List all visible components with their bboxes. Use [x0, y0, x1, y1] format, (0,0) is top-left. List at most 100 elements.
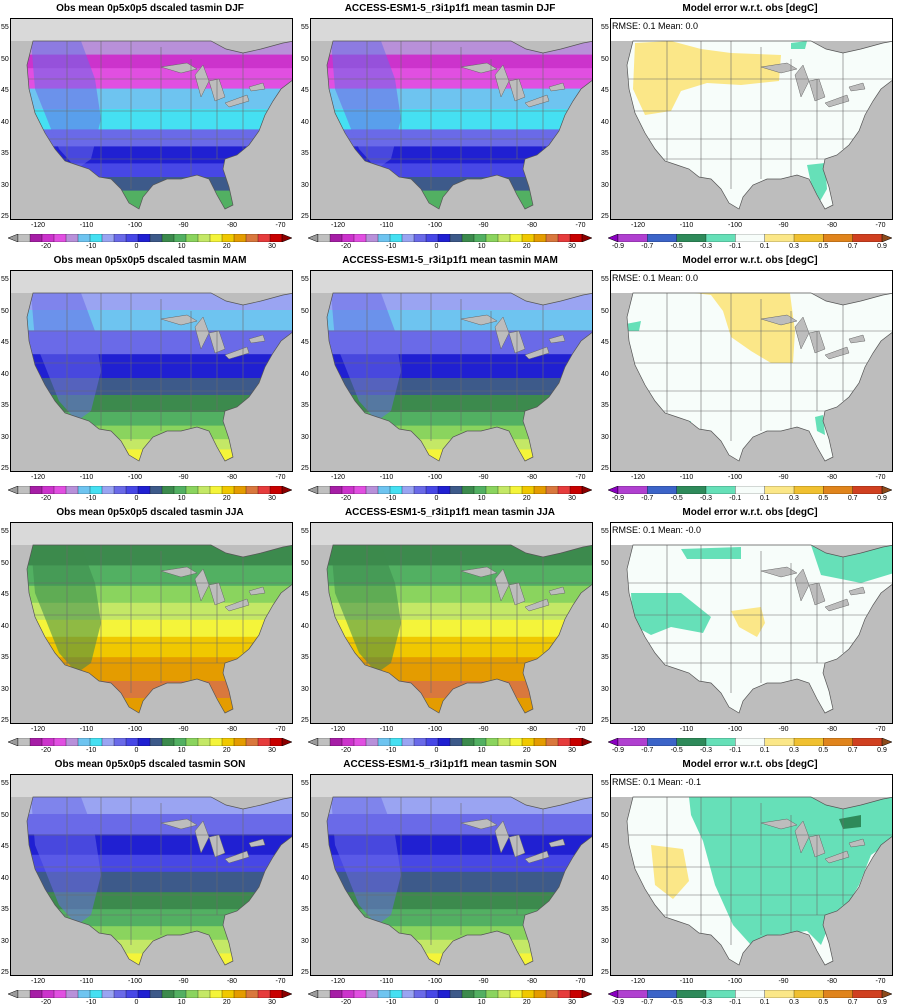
error-region — [633, 41, 781, 115]
colorbar-swatch — [735, 738, 766, 746]
lon-tick-label: -70 — [575, 726, 586, 733]
colorbar-swatch — [389, 738, 403, 746]
lat-tick-label: 40 — [1, 370, 9, 378]
colorbar-swatch — [852, 486, 883, 494]
colorbar-swatch — [137, 234, 151, 242]
colorbar-swatch — [389, 234, 403, 242]
colorbar-swatch — [497, 486, 511, 494]
colorbar-swatch — [617, 234, 648, 242]
colorbar-swatch — [77, 738, 91, 746]
colorbar-swatch — [823, 990, 854, 998]
colorbar-swatch — [317, 738, 331, 746]
colorbar-swatch — [65, 738, 79, 746]
great-lake — [160, 818, 198, 830]
map-panel — [310, 522, 593, 724]
panel-title: Model error w.r.t. obs [degC] — [682, 759, 818, 770]
colorbar-swatch — [209, 234, 223, 242]
lat-tick-label: 30 — [1, 685, 9, 693]
colorbar-swatch — [557, 234, 571, 242]
lon-tick-label: -100 — [727, 474, 742, 481]
lat-tick-label: 55 — [1, 276, 9, 283]
colorbar-swatch — [317, 990, 331, 998]
colorbar-tick-label: 0.1 — [759, 243, 770, 250]
colorbar-swatch — [509, 990, 523, 998]
colorbar-tick-label: -20 — [340, 747, 352, 754]
lat-tick-label: 45 — [301, 843, 309, 850]
colorbar — [8, 738, 292, 746]
great-lake — [248, 838, 266, 848]
lat-tick-label: 50 — [301, 307, 309, 315]
map-field — [611, 19, 892, 219]
lat-tick-label: 35 — [1, 150, 9, 157]
mountain-region — [331, 545, 401, 673]
coastline — [326, 40, 592, 210]
lat-tick-label: 30 — [301, 433, 309, 441]
temperature-band — [27, 310, 292, 332]
lon-tick-label: -70 — [575, 978, 586, 985]
colorbar-tick-label: -20 — [40, 999, 52, 1006]
colorbar-swatch — [17, 234, 31, 242]
colorbar-high-extend — [881, 990, 892, 998]
colorbar — [308, 486, 592, 494]
mountain-region — [31, 545, 101, 673]
colorbar-swatch — [521, 486, 535, 494]
colorbar-swatch — [735, 990, 766, 998]
colorbar-swatch — [161, 486, 175, 494]
lat-tick-label: 35 — [1, 906, 9, 913]
colorbar-swatch — [461, 486, 475, 494]
colorbar-swatch — [557, 738, 571, 746]
panel-title: Obs mean 0p5x0p5 dscaled tasmin MAM — [53, 255, 247, 266]
colorbar-swatch — [269, 990, 283, 998]
colorbar-swatch — [89, 234, 103, 242]
colorbar-swatch — [125, 990, 139, 998]
colorbar-swatch — [29, 990, 43, 998]
colorbar-swatch — [425, 234, 439, 242]
colorbar-tick-label: -0.5 — [670, 747, 683, 754]
lon-tick-label: -90 — [178, 978, 189, 985]
lon-tick-label: -70 — [275, 474, 286, 481]
lon-tick-label: -70 — [275, 978, 286, 985]
colorbar-swatch — [53, 486, 67, 494]
map-field — [11, 775, 292, 975]
coastline — [626, 544, 892, 714]
colorbar-swatch — [497, 234, 511, 242]
colorbar-swatch — [125, 234, 139, 242]
colorbar-swatch — [545, 486, 559, 494]
great-lake — [548, 586, 566, 596]
lon-tick-label: -110 — [79, 978, 94, 985]
domain-top — [11, 775, 292, 797]
colorbar-high-extend — [281, 738, 292, 746]
colorbar-low-extend — [308, 486, 319, 494]
lon-tick-label: -70 — [875, 222, 886, 229]
lat-tick-label: 45 — [1, 591, 9, 598]
map-field — [611, 775, 892, 975]
lon-tick-label: -100 — [427, 474, 442, 481]
colorbar-swatch — [41, 486, 55, 494]
colorbar-tick-label: -0.7 — [641, 999, 654, 1006]
colorbar-swatch — [377, 990, 391, 998]
colorbar-swatch — [137, 486, 151, 494]
colorbar-swatch — [413, 486, 427, 494]
colorbar-tick-label: 30 — [268, 999, 276, 1006]
lon-tick-label: -90 — [178, 474, 189, 481]
colorbar — [8, 486, 292, 494]
great-lake — [548, 82, 566, 92]
lon-tick-label: -90 — [778, 978, 789, 985]
colorbar-tick-label: 20 — [522, 495, 531, 502]
colorbar-swatch — [257, 486, 271, 494]
colorbar-tick-label: 30 — [568, 747, 576, 754]
colorbar-swatch — [521, 990, 535, 998]
lat-tick-label: 25 — [301, 969, 309, 976]
map-panel — [10, 774, 293, 976]
colorbar-tick-label: 10 — [477, 495, 486, 502]
colorbar-swatch — [764, 738, 795, 746]
colorbar-tick-label: 10 — [177, 495, 186, 502]
colorbar-swatch — [647, 234, 678, 242]
colorbar-swatch — [173, 486, 187, 494]
mountain-region — [331, 41, 401, 169]
colorbar-tick-label: 0 — [134, 999, 139, 1006]
great-lake — [760, 566, 798, 578]
colorbar — [8, 990, 292, 998]
domain-top — [11, 19, 292, 41]
state-boundaries — [627, 41, 892, 189]
